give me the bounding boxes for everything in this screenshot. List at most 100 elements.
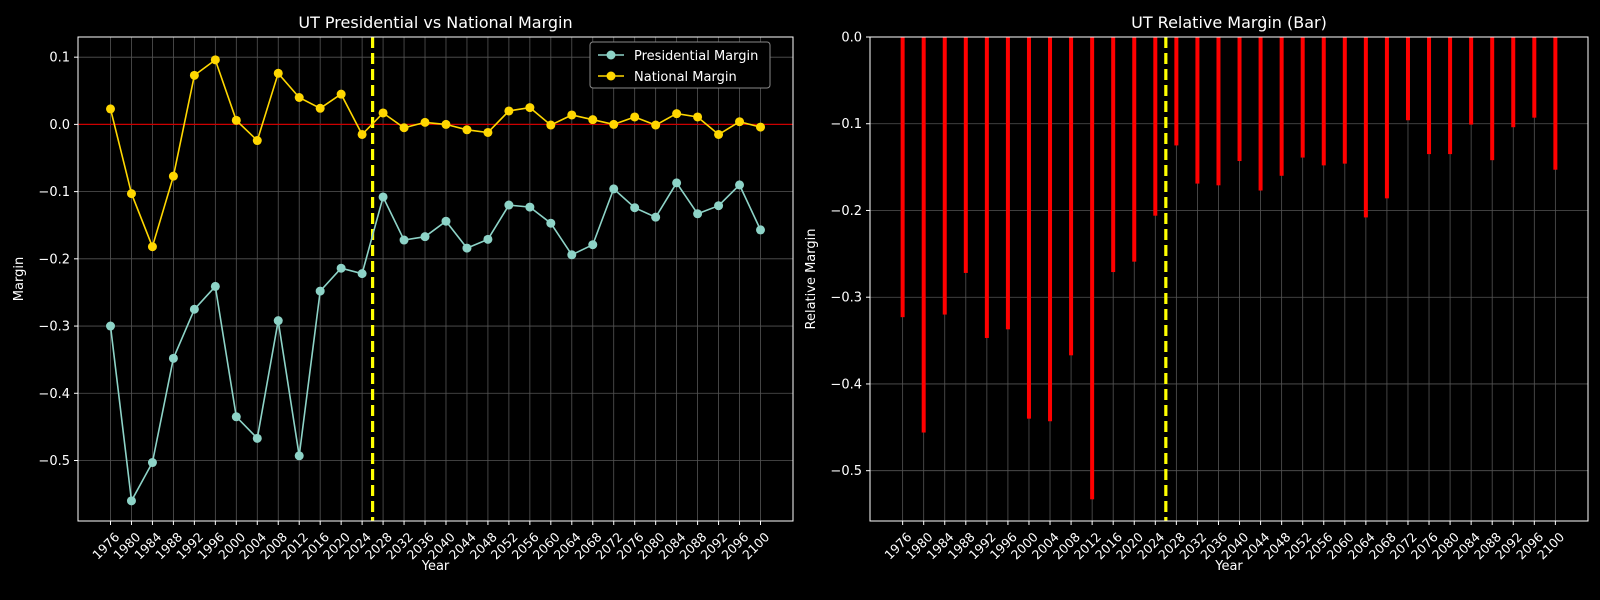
relative-margin-bar (1005, 37, 1010, 330)
legend-box (589, 41, 771, 89)
legend-national-label: National Margin (634, 70, 737, 85)
presidential-margin-point (546, 218, 556, 228)
relative-margin-bar (1553, 37, 1558, 170)
presidential-margin-point (357, 269, 367, 279)
line-chart-x-axis-label: Year (421, 559, 450, 574)
legend-presidential-label: Presidential Margin (634, 49, 758, 64)
line-chart-title: UT Presidential vs National Margin (298, 13, 572, 32)
relative-margin-bar (1132, 37, 1137, 262)
national-margin-point (714, 129, 724, 139)
relative-margin-bar (1511, 37, 1516, 128)
relative-margin-bar (1321, 37, 1326, 166)
national-margin-point (609, 119, 619, 129)
y-tick-label: −0.3 (38, 320, 70, 335)
y-tick-label: −0.1 (830, 117, 862, 132)
national-margin-point (651, 120, 661, 130)
presidential-margin-point (126, 496, 136, 506)
relative-margin-bar (1111, 37, 1116, 273)
national-margin-point (630, 112, 640, 122)
national-margin-point (546, 120, 556, 130)
relative-margin-bar (921, 37, 926, 433)
relative-margin-bar (1279, 37, 1284, 176)
bar-chart-title: UT Relative Margin (Bar) (1131, 13, 1327, 32)
y-tick-label: −0.1 (38, 185, 70, 200)
presidential-margin-point (378, 192, 388, 202)
national-margin-point (357, 129, 367, 139)
y-tick-label: −0.5 (38, 454, 70, 469)
national-margin-point (336, 89, 346, 99)
presidential-margin-point (609, 184, 619, 194)
presidential-margin-point (420, 232, 430, 242)
presidential-margin-point (630, 203, 640, 213)
presidential-margin-point (693, 209, 703, 219)
relative-margin-bar (1026, 37, 1031, 419)
national-margin-point (672, 109, 682, 119)
presidential-margin-point (252, 433, 262, 443)
y-tick-label: −0.2 (38, 252, 70, 267)
relative-margin-bar (984, 37, 989, 338)
relative-margin-bar (1490, 37, 1495, 161)
bar-chart-y-axis-label: Relative Margin (804, 229, 819, 330)
national-margin-point (756, 122, 765, 132)
relative-margin-bar (963, 37, 968, 273)
relative-margin-bar (1448, 37, 1453, 155)
presidential-margin-point (567, 250, 577, 260)
national-margin-point (106, 104, 115, 114)
relative-margin-bar (1405, 37, 1410, 121)
presidential-margin-point (273, 316, 283, 326)
y-tick-label: −0.4 (830, 377, 862, 392)
presidential-margin-point (168, 353, 178, 363)
presidential-margin-point (735, 180, 745, 190)
national-margin-point (189, 70, 199, 80)
line-chart-y-axis-label: Margin (12, 257, 27, 301)
national-margin-point (462, 125, 472, 135)
presidential-margin-point (504, 200, 514, 210)
relative-margin-bar (942, 37, 947, 315)
line-chart-legend: Presidential Margin National Margin (589, 41, 771, 89)
national-margin-point (126, 189, 136, 199)
national-margin-point (567, 110, 577, 120)
relative-margin-bar (1258, 37, 1263, 191)
y-tick-label: −0.2 (830, 204, 862, 219)
national-margin-point (231, 115, 241, 125)
national-margin-point (273, 68, 283, 78)
national-margin-point (525, 103, 535, 113)
relative-margin-bar (1532, 37, 1537, 118)
y-tick-label: 0.0 (841, 31, 862, 46)
relative-margin-bar (1153, 37, 1158, 216)
national-margin-point (168, 171, 178, 181)
relative-margin-bar (1427, 37, 1432, 155)
presidential-margin-point (231, 412, 241, 422)
relative-margin-bar (900, 37, 905, 318)
national-margin-point (735, 117, 745, 127)
presidential-margin-point (399, 235, 409, 245)
relative-margin-bar (1069, 37, 1074, 356)
national-margin-point (693, 112, 703, 122)
national-margin-point (441, 119, 451, 129)
relative-margin-bar (1469, 37, 1474, 125)
national-margin-point (210, 55, 220, 65)
relative-margin-bar (1090, 37, 1095, 500)
presidential-margin-point (756, 225, 765, 235)
national-margin-point (588, 115, 598, 125)
presidential-margin-point (441, 216, 451, 226)
y-tick-label: −0.4 (38, 387, 70, 402)
y-tick-label: 0.0 (49, 118, 70, 133)
bar-chart-x-axis-label: Year (1214, 559, 1243, 574)
presidential-margin-point (714, 201, 724, 211)
national-margin-point (294, 93, 304, 102)
presidential-margin-point (189, 304, 199, 314)
relative-margin-bar (1216, 37, 1221, 186)
presidential-margin-point (294, 451, 304, 461)
relative-margin-bar (1195, 37, 1200, 184)
relative-margin-bar (1048, 37, 1053, 422)
y-tick-label: −0.5 (830, 464, 862, 479)
presidential-margin-point (315, 286, 325, 296)
relative-margin-bar (1300, 37, 1305, 158)
national-margin-point (252, 136, 262, 146)
line-chart-reference-lines (78, 37, 793, 521)
national-margin-point (483, 127, 493, 137)
presidential-margin-point (210, 281, 220, 291)
